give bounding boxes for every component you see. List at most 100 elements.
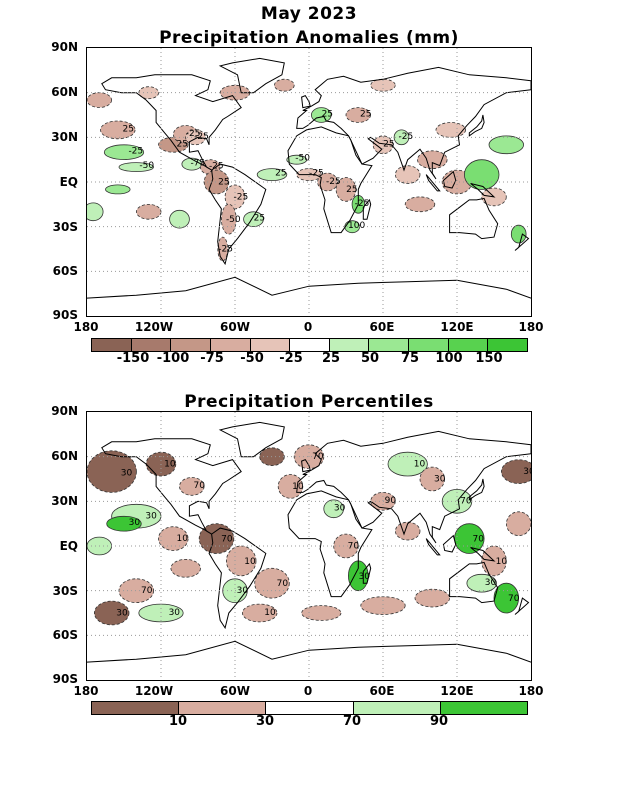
anomaly-contour-label: 25 (176, 139, 187, 149)
percentile-contour-region (94, 600, 130, 626)
anomaly-colorbar-segment (171, 339, 211, 351)
percentile-coastline-new-guinea (470, 547, 496, 562)
percentile-contour-label: 10 (264, 608, 276, 618)
percentile-contour-label: 70 (348, 541, 360, 551)
anomaly-contour-label: -50 (139, 161, 154, 171)
anomaly-contour-region (274, 78, 295, 92)
p1-lon-label-0: 0 (303, 320, 313, 334)
percentile-colorbar-segment (179, 702, 267, 714)
anomaly-coastline-australia (449, 197, 499, 240)
figure-title: May 2023 (260, 4, 358, 24)
anomaly-contour-region (87, 92, 112, 108)
p2-lon-label-120e: 120E (440, 684, 474, 698)
anomaly-coastline-greenland (218, 57, 285, 94)
percentile-colorbar-segment (266, 702, 354, 714)
panel1-title: Precipitation Anomalies (mm) (159, 28, 459, 48)
percentile-contour-label: 30 (237, 586, 249, 596)
anomaly-contour-region (435, 122, 467, 138)
percentile-coastline-north-america (101, 438, 242, 535)
percentile-contour-region (241, 603, 278, 623)
percentile-contour-label: 30 (523, 467, 531, 477)
percentile-contour-label: 70 (472, 535, 484, 545)
anomaly-contour-label: 25 (275, 169, 286, 179)
p2-lat-label-60s: 60S (52, 628, 78, 642)
percentile-contour-region (170, 559, 201, 578)
percentile-contour-label: 30 (121, 469, 133, 479)
anomaly-colorbar-segment (369, 339, 410, 351)
anomaly-contour-region (464, 159, 500, 190)
percentile-contour-region (87, 450, 137, 493)
anomaly-contour-region (87, 202, 104, 222)
anomaly-coastline-borneo (442, 170, 457, 189)
percentile-coastline-antarctica (87, 640, 531, 663)
anomaly-cb-label: -75 (200, 351, 224, 366)
anomaly-contour-region (345, 107, 372, 123)
anomaly-cb-label: 100 (435, 351, 463, 366)
p1-lat-label-90s: 90S (52, 308, 78, 322)
anomaly-contour-region (118, 162, 154, 172)
percentile-contour-region (493, 582, 520, 614)
anomaly-contour-label: -50 (295, 154, 310, 164)
p1-lat-label-eq: EQ (59, 175, 78, 189)
percentile-cb-label: 10 (168, 714, 188, 729)
anomaly-contour-region (105, 184, 131, 195)
anomaly-contour-label: 25 (322, 110, 333, 120)
percentile-contour-label: 30 (145, 512, 157, 522)
percentile-contour-region (419, 466, 446, 492)
anomaly-cb-label: 75 (400, 351, 420, 366)
percentile-contour-region (466, 573, 497, 593)
anomaly-coastline-south-america (208, 163, 267, 266)
percentile-contour-label: 30 (116, 608, 128, 618)
p2-lat-label-30s: 30S (52, 584, 78, 598)
percentile-contour-label: 30 (169, 608, 181, 618)
percentile-map: 30 10 70 30 30 10 70 10 30 70 70 30 30 10 10 70 30 70 30 90… (86, 411, 532, 681)
p1-lon-label-60w: 60W (220, 320, 250, 334)
anomaly-contour-label: -25 (194, 132, 209, 142)
anomaly-cb-label: 50 (360, 351, 380, 366)
percentile-contour-label: 10 (244, 557, 256, 567)
anomaly-coastline-japan (468, 114, 485, 137)
anomaly-contour-region (103, 144, 145, 160)
percentile-contour-region (333, 533, 359, 559)
anomaly-contour-region (256, 168, 288, 181)
anomaly-contour-label: -25 (128, 147, 143, 157)
percentile-contour-region (323, 499, 345, 519)
percentile-contour-region (106, 515, 142, 532)
panel2-title: Precipitation Percentiles (184, 392, 434, 412)
anomaly-contour-region (221, 203, 237, 235)
percentile-contour-label: 30 (334, 504, 346, 514)
percentile-contour-label: 30 (359, 572, 371, 582)
percentile-contour-label: 70 (277, 579, 289, 589)
percentile-contour-region (225, 545, 257, 577)
percentile-cb-label: 70 (342, 714, 362, 729)
p2-lat-label-eq: EQ (59, 539, 78, 553)
anomaly-cb-label: -150 (116, 351, 150, 366)
percentile-coastline-sumatra (425, 538, 441, 556)
percentile-coastline-africa (287, 490, 373, 598)
p1-lon-label-120w: 120W (134, 320, 174, 334)
anomaly-contour-label: 25 (218, 177, 229, 187)
percentile-contour-label: 10 (164, 460, 176, 470)
anomaly-contour-region (136, 204, 162, 220)
percentile-contour-label: 70 (221, 535, 233, 545)
anomaly-contour-label: 25 (122, 125, 133, 135)
anomaly-cb-label: 25 (321, 351, 341, 366)
anomaly-contour-region (510, 224, 527, 244)
anomaly-contour-label: -25 (309, 169, 324, 179)
p2-lon-label-0: 0 (303, 684, 313, 698)
percentile-contour-label: 30 (434, 474, 446, 484)
percentile-contour-region (506, 511, 531, 536)
anomaly-contour-region (335, 177, 357, 202)
p2-lat-label-90s: 90S (52, 672, 78, 686)
percentile-colorbar-segment (92, 702, 180, 714)
anomaly-contour-label: -50 (226, 215, 241, 225)
p2-lat-label-60n: 60N (51, 449, 78, 463)
anomaly-colorbar (91, 338, 528, 352)
percentile-contour-label: 10 (414, 460, 426, 470)
anomaly-colorbar-segment (329, 339, 370, 351)
p2-lat-label-30n: 30N (51, 494, 78, 508)
anomaly-contour-region (286, 154, 308, 165)
anomaly-contour-region (203, 169, 230, 195)
anomaly-contour-region (393, 129, 410, 146)
